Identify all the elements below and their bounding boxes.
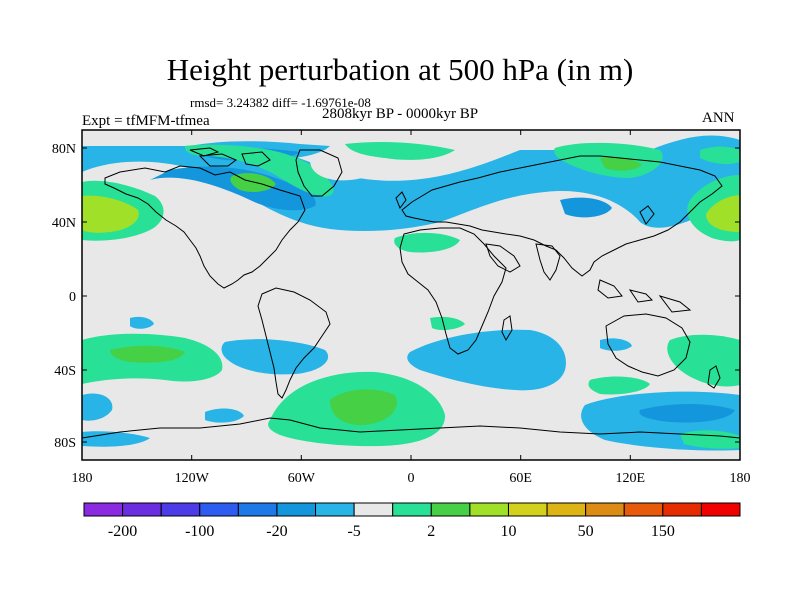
colorbar-swatch bbox=[122, 502, 162, 517]
colorbar-swatch bbox=[585, 502, 625, 517]
contour-region bbox=[394, 232, 460, 253]
colorbar-swatch bbox=[315, 502, 355, 517]
lon-tick-label: 0 bbox=[408, 471, 415, 486]
contour-region bbox=[700, 146, 740, 165]
colorbar-swatch bbox=[353, 502, 394, 517]
colorbar-swatch bbox=[199, 502, 239, 517]
lon-tick-label: 180 bbox=[730, 471, 751, 486]
latitude-axis: 80N 40N 0 40S 80S bbox=[52, 142, 740, 451]
contour-region bbox=[150, 166, 316, 211]
colorbar-label: -20 bbox=[266, 523, 287, 540]
contour-region bbox=[430, 316, 465, 331]
contour-region bbox=[221, 339, 329, 375]
contour-region bbox=[82, 393, 113, 421]
contour-region bbox=[205, 408, 244, 423]
contour-region bbox=[706, 195, 740, 232]
colorbar-swatch bbox=[623, 502, 664, 517]
contour-region bbox=[110, 345, 185, 363]
longitude-axis: 180 120W 60W 0 60E 120E 180 bbox=[72, 130, 751, 486]
lon-tick-label: 120W bbox=[175, 471, 210, 486]
lat-tick-label: 80N bbox=[52, 142, 76, 157]
lat-tick-label: 0 bbox=[69, 290, 76, 305]
colorbar-swatch bbox=[507, 502, 548, 517]
colorbar-label: -200 bbox=[108, 523, 137, 540]
colorbar-swatch bbox=[276, 502, 317, 517]
colorbar-swatch bbox=[237, 502, 278, 517]
colorbar-swatch bbox=[546, 502, 587, 517]
contour-field bbox=[82, 130, 740, 460]
colorbar-swatch bbox=[430, 502, 471, 517]
contour-region bbox=[639, 404, 735, 423]
stats-label: rmsd= 3.24382 diff= -1.69761e-08 bbox=[190, 95, 371, 110]
coastlines bbox=[82, 147, 740, 439]
contour-region bbox=[600, 156, 642, 171]
contour-region bbox=[330, 389, 397, 426]
colorbar-label: 150 bbox=[651, 523, 675, 540]
contour-region bbox=[82, 195, 139, 233]
contour-region bbox=[588, 376, 650, 395]
colorbar-swatch bbox=[160, 502, 201, 517]
colorbar-swatch bbox=[700, 502, 741, 517]
lon-tick-label: 60W bbox=[288, 471, 316, 486]
colorbar-swatch bbox=[469, 502, 509, 517]
colorbar-swatch bbox=[392, 502, 432, 517]
contour-region bbox=[560, 197, 612, 218]
colorbar-swatch bbox=[83, 502, 124, 517]
experiment-label: Expt = tfMFM-tfmea bbox=[82, 113, 210, 129]
contour-region bbox=[184, 144, 334, 197]
contour-region bbox=[310, 152, 383, 181]
colorbar-label: -100 bbox=[185, 523, 214, 540]
lat-tick-label: 40S bbox=[54, 364, 76, 379]
lon-tick-label: 180 bbox=[72, 471, 93, 486]
colorbar-swatch bbox=[662, 502, 702, 517]
colorbar-label: 50 bbox=[578, 523, 594, 540]
colorbar-label: -5 bbox=[347, 523, 360, 540]
contour-region bbox=[667, 334, 740, 387]
lat-tick-label: 40N bbox=[52, 216, 76, 231]
lat-tick-label: 80S bbox=[54, 436, 76, 451]
contour-region bbox=[345, 142, 455, 160]
period-label: 2808kyr BP - 0000kyr BP bbox=[322, 106, 479, 122]
season-label: ANN bbox=[702, 110, 735, 126]
colorbar-label: 2 bbox=[427, 523, 435, 540]
lon-tick-label: 60E bbox=[509, 471, 532, 486]
colorbar bbox=[83, 502, 741, 517]
chart-title: Height perturbation at 500 hPa (in m) bbox=[166, 52, 634, 87]
colorbar-label: 10 bbox=[500, 523, 516, 540]
contour-region bbox=[407, 329, 566, 391]
colorbar-labels: -200 -100 -20 -5 2 10 50 150 bbox=[108, 523, 675, 540]
lon-tick-label: 120E bbox=[616, 471, 646, 486]
contour-region bbox=[130, 316, 154, 329]
